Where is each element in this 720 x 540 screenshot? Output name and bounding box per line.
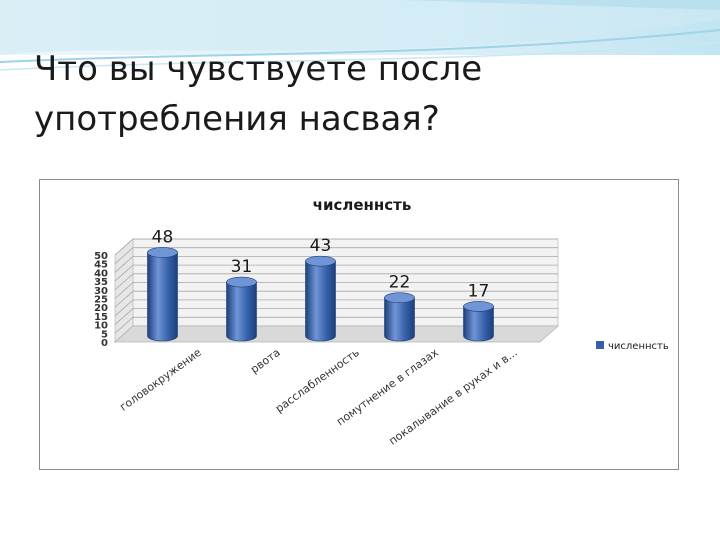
data-label: 43 (310, 236, 332, 256)
y-tick-label: 10 (94, 321, 108, 332)
bar-top (147, 247, 178, 258)
gridline (114, 282, 558, 299)
x-tick-label: головокружение (117, 346, 204, 414)
bar (226, 281, 257, 342)
y-tick-label: 20 (94, 303, 108, 314)
bar-top (463, 301, 494, 312)
data-label: 22 (389, 273, 411, 293)
bar-top (384, 292, 415, 304)
chart-title: численнсть (313, 196, 412, 214)
y-tick-label: 0 (101, 338, 108, 349)
x-tick-label: расслабленность (273, 346, 362, 415)
legend-swatch (596, 341, 604, 349)
data-label: 17 (468, 281, 490, 301)
y-tick-label: 40 (94, 268, 108, 279)
data-label: 31 (231, 257, 253, 277)
y-tick-label: 25 (94, 295, 108, 306)
y-tick-label: 45 (94, 260, 108, 271)
gridline (114, 299, 558, 317)
slide-title: Что вы чувствуете после употребления нас… (34, 49, 483, 139)
gridline (114, 256, 558, 273)
y-tick-label: 5 (101, 329, 108, 340)
bar-top (305, 255, 336, 267)
gridline (114, 316, 558, 334)
bar-top (226, 276, 257, 288)
x-tick-label: рвота (248, 346, 283, 376)
legend-label: численнсть (608, 341, 669, 352)
gridline (114, 264, 558, 282)
chart-frame: численнсть 0 5 10 15 20 25 30 35 40 45 50 48 31 43 22 17… (39, 179, 679, 470)
bar (384, 297, 415, 342)
x-tick-label: покалывание в руках и в... (386, 346, 519, 448)
y-tick-label: 35 (94, 277, 108, 288)
header-decoration (0, 0, 720, 71)
bar (305, 260, 336, 342)
y-tick-label: 30 (94, 286, 108, 297)
gridline (114, 247, 558, 264)
bar (147, 252, 178, 342)
data-label: 48 (152, 227, 174, 247)
y-tick-label: 15 (94, 312, 108, 323)
y-tick-label: 50 (94, 251, 108, 262)
gridline (114, 308, 558, 325)
floor (113, 325, 560, 343)
bar (463, 306, 494, 342)
gridline (114, 238, 558, 256)
gridline (114, 273, 558, 291)
gridline (114, 290, 558, 308)
